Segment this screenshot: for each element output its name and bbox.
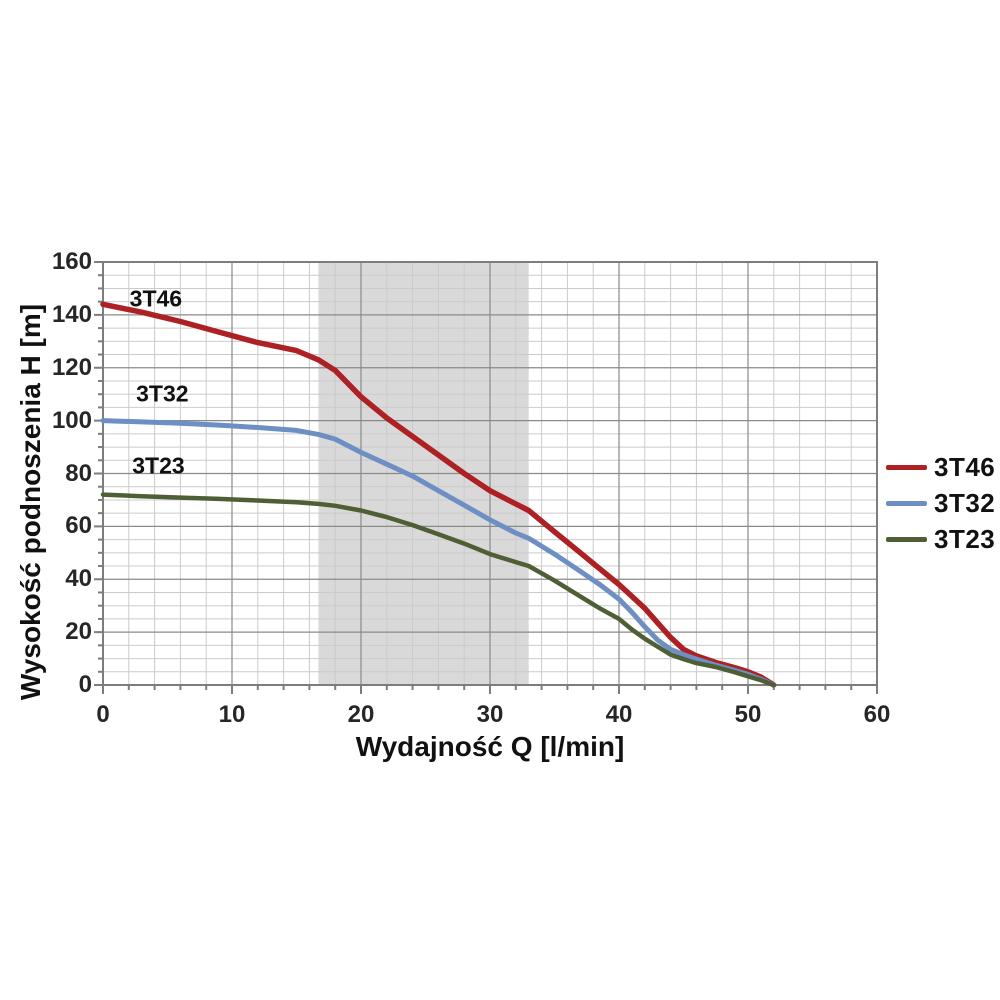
legend-entry-3t46: 3T46 (886, 449, 995, 485)
legend-line-swatch-green (886, 536, 927, 542)
legend-entry-3t32: 3T32 (886, 485, 995, 521)
series-label-3t32: 3T32 (136, 380, 189, 407)
x-axis-title: Wydajność Q [l/min] (355, 731, 625, 762)
legend-line-swatch-blue (886, 500, 927, 506)
legend-line-swatch-red (886, 464, 927, 470)
x-tick-label: 40 (605, 701, 633, 728)
y-tick-label: 120 (51, 353, 92, 381)
x-tick-label: 60 (863, 701, 891, 728)
y-tick-label: 140 (51, 300, 92, 328)
legend-label: 3T23 (934, 523, 996, 554)
legend: 3T46 3T32 3T23 (886, 449, 995, 557)
legend-entry-3t23: 3T23 (886, 521, 995, 557)
x-tick-label: 50 (734, 701, 762, 728)
legend-label: 3T32 (934, 487, 996, 518)
x-tick-label: 30 (476, 701, 504, 728)
series-label-3t46: 3T46 (129, 285, 183, 312)
y-tick-label: 60 (65, 512, 92, 540)
y-tick-label: 160 (51, 248, 92, 275)
y-axis-title: Wysokość podnoszenia H [m] (15, 303, 46, 701)
y-tick-label: 40 (65, 565, 92, 593)
x-tick-label: 0 (96, 701, 110, 728)
series-label-3t23: 3T23 (132, 452, 185, 479)
y-tick-label: 80 (65, 459, 92, 487)
legend-label: 3T46 (934, 451, 996, 482)
x-tick-label: 10 (218, 701, 246, 728)
y-tick-label: 0 (78, 671, 92, 698)
x-tick-label: 20 (347, 701, 375, 728)
y-tick-label: 20 (65, 618, 92, 646)
y-tick-label: 100 (51, 406, 92, 434)
